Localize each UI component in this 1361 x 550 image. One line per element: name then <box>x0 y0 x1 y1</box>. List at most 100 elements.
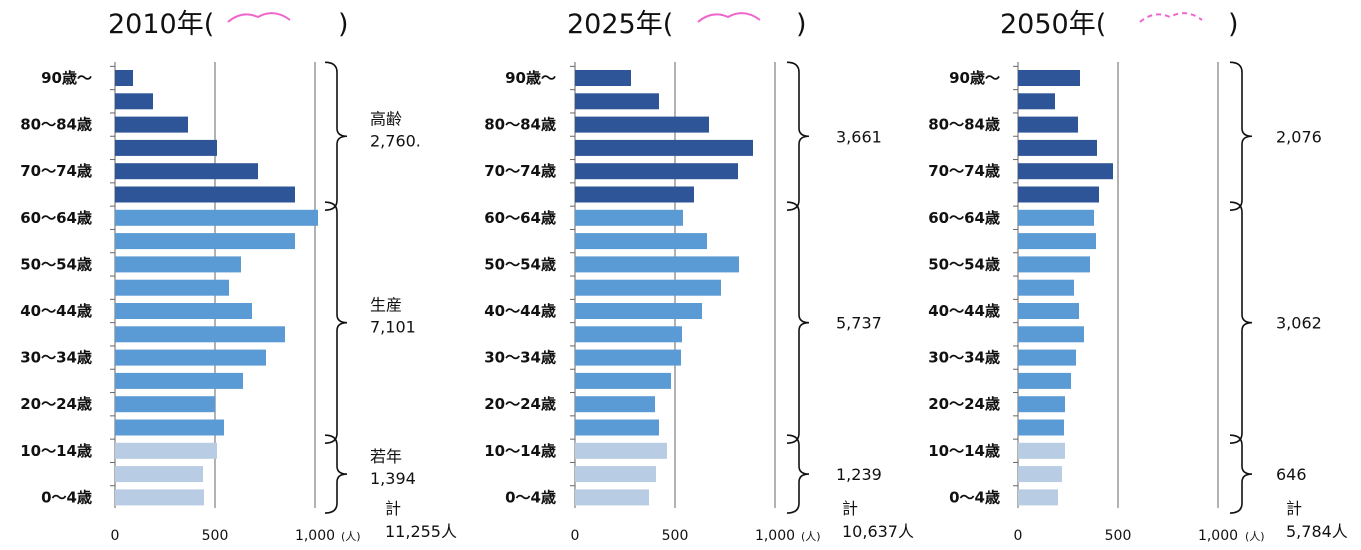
age-category-label: 80〜84歳 <box>928 116 1000 134</box>
bar-working <box>115 303 252 319</box>
bar-working <box>575 396 655 413</box>
bar-working <box>1018 349 1076 366</box>
bar-young <box>115 442 217 459</box>
bar-working <box>1018 372 1071 389</box>
bar-working <box>575 256 739 273</box>
bar-young <box>575 442 667 459</box>
x-tick-label: 500 <box>202 528 229 544</box>
bar-elderly <box>575 163 738 180</box>
age-category-label: 0〜4歳 <box>505 488 556 506</box>
chart-title: 2025年( <box>567 9 673 40</box>
bar-young <box>1018 442 1065 459</box>
age-category-label: 90歳〜 <box>41 69 92 87</box>
chart-panel-1: 2010年() 0〜4歳 10〜14歳 20〜24歳 30〜34歳 40〜44歳 50〜54… <box>20 9 457 544</box>
bar-working <box>115 209 318 226</box>
bar-working <box>1018 326 1084 343</box>
group-value: 7,101 <box>370 318 416 337</box>
group-brace <box>786 201 810 444</box>
group-value: 2,076 <box>1276 127 1322 146</box>
bar-working <box>115 396 215 413</box>
age-category-label: 70〜74歳 <box>20 162 92 180</box>
age-category-label: 30〜34歳 <box>20 349 92 367</box>
bar-elderly <box>115 186 295 203</box>
bar-working <box>575 233 707 250</box>
bar-young <box>115 466 203 483</box>
bar-young <box>1018 466 1062 483</box>
bar-elderly <box>1018 139 1097 156</box>
x-tick-label: 500 <box>662 528 689 544</box>
bar-working <box>1018 209 1094 226</box>
age-category-label: 80〜84歳 <box>484 116 556 134</box>
bar-working <box>115 256 241 273</box>
age-category-label: 10〜14歳 <box>928 442 1000 460</box>
group-label: 高齢 <box>370 109 402 128</box>
bar-working <box>115 279 229 296</box>
chart-title-close: ) <box>338 9 349 40</box>
age-category-label: 0〜4歳 <box>949 488 1000 506</box>
bar-elderly <box>1018 186 1099 203</box>
x-unit-label: (人) <box>1245 530 1265 543</box>
bar-working <box>1018 279 1074 296</box>
bar-elderly <box>115 139 217 156</box>
age-category-label: 20〜24歳 <box>20 395 92 413</box>
chart-panel-3: 2050年() 0〜4歳 10〜14歳 20〜24歳 30〜34歳 40〜44歳 50〜54… <box>928 9 1348 544</box>
age-category-label: 20〜24歳 <box>928 395 1000 413</box>
age-category-label: 30〜34歳 <box>484 349 556 367</box>
bar-young <box>1018 489 1058 506</box>
age-category-label: 60〜64歳 <box>484 209 556 227</box>
bar-young <box>115 489 204 506</box>
bar-working <box>1018 396 1065 413</box>
group-value: 5,737 <box>836 314 882 333</box>
group-value: 1,239 <box>836 465 882 484</box>
bar-elderly <box>1018 70 1080 86</box>
bar-elderly <box>115 70 133 86</box>
x-tick-label: 0 <box>111 528 120 544</box>
bar-elderly <box>1018 93 1055 110</box>
age-category-label: 90歳〜 <box>505 69 556 87</box>
group-label: 若年 <box>370 447 402 466</box>
bar-elderly <box>575 70 631 86</box>
bar-working <box>575 349 681 366</box>
age-category-label: 50〜54歳 <box>20 255 92 273</box>
bar-elderly <box>575 186 694 203</box>
bar-working <box>1018 303 1079 319</box>
title-decoration-arc <box>227 12 291 23</box>
bar-elderly <box>1018 163 1113 180</box>
group-brace <box>324 201 348 444</box>
bar-working <box>115 419 224 436</box>
chart-title-close: ) <box>1228 9 1239 40</box>
bar-working <box>575 209 683 226</box>
bar-working <box>575 372 671 389</box>
total-value: 11,255人 <box>385 522 457 541</box>
x-unit-label: (人) <box>801 530 821 543</box>
total-value: 5,784人 <box>1286 522 1348 541</box>
bar-working <box>115 372 243 389</box>
bar-elderly <box>575 116 709 133</box>
bar-working <box>1018 233 1096 250</box>
chart-title: 2050年( <box>1000 9 1106 40</box>
age-category-label: 40〜44歳 <box>928 302 1000 320</box>
bar-working <box>115 233 295 250</box>
age-category-label: 60〜64歳 <box>928 209 1000 227</box>
total-value: 10,637人 <box>842 522 914 541</box>
total-label: 計 <box>842 499 858 518</box>
title-decoration-arc <box>1139 12 1203 23</box>
bar-working <box>575 419 659 436</box>
total-label: 計 <box>1286 499 1302 518</box>
bar-elderly <box>575 139 753 156</box>
age-category-label: 0〜4歳 <box>41 488 92 506</box>
bar-elderly <box>115 116 188 133</box>
x-tick-label: 1,000 <box>1198 528 1238 544</box>
bar-young <box>575 489 649 506</box>
age-category-label: 30〜34歳 <box>928 349 1000 367</box>
bar-working <box>115 349 266 366</box>
bar-working <box>1018 256 1090 273</box>
group-value: 646 <box>1276 465 1307 484</box>
age-category-label: 70〜74歳 <box>484 162 556 180</box>
age-category-label: 50〜54歳 <box>484 255 556 273</box>
bar-working <box>115 326 285 343</box>
bar-young <box>575 466 656 483</box>
bar-working <box>1018 419 1064 436</box>
group-brace <box>1229 201 1253 444</box>
